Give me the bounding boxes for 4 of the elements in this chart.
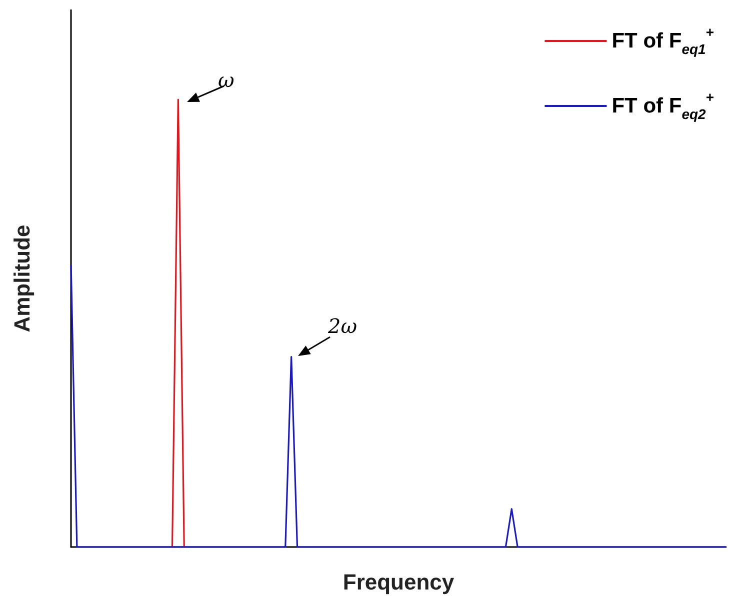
text: ω [218, 68, 234, 92]
annotation: 2ω [328, 314, 358, 338]
y-axis-title: Amplitude [10, 224, 34, 332]
x-axis-title: Frequency [342, 570, 455, 594]
